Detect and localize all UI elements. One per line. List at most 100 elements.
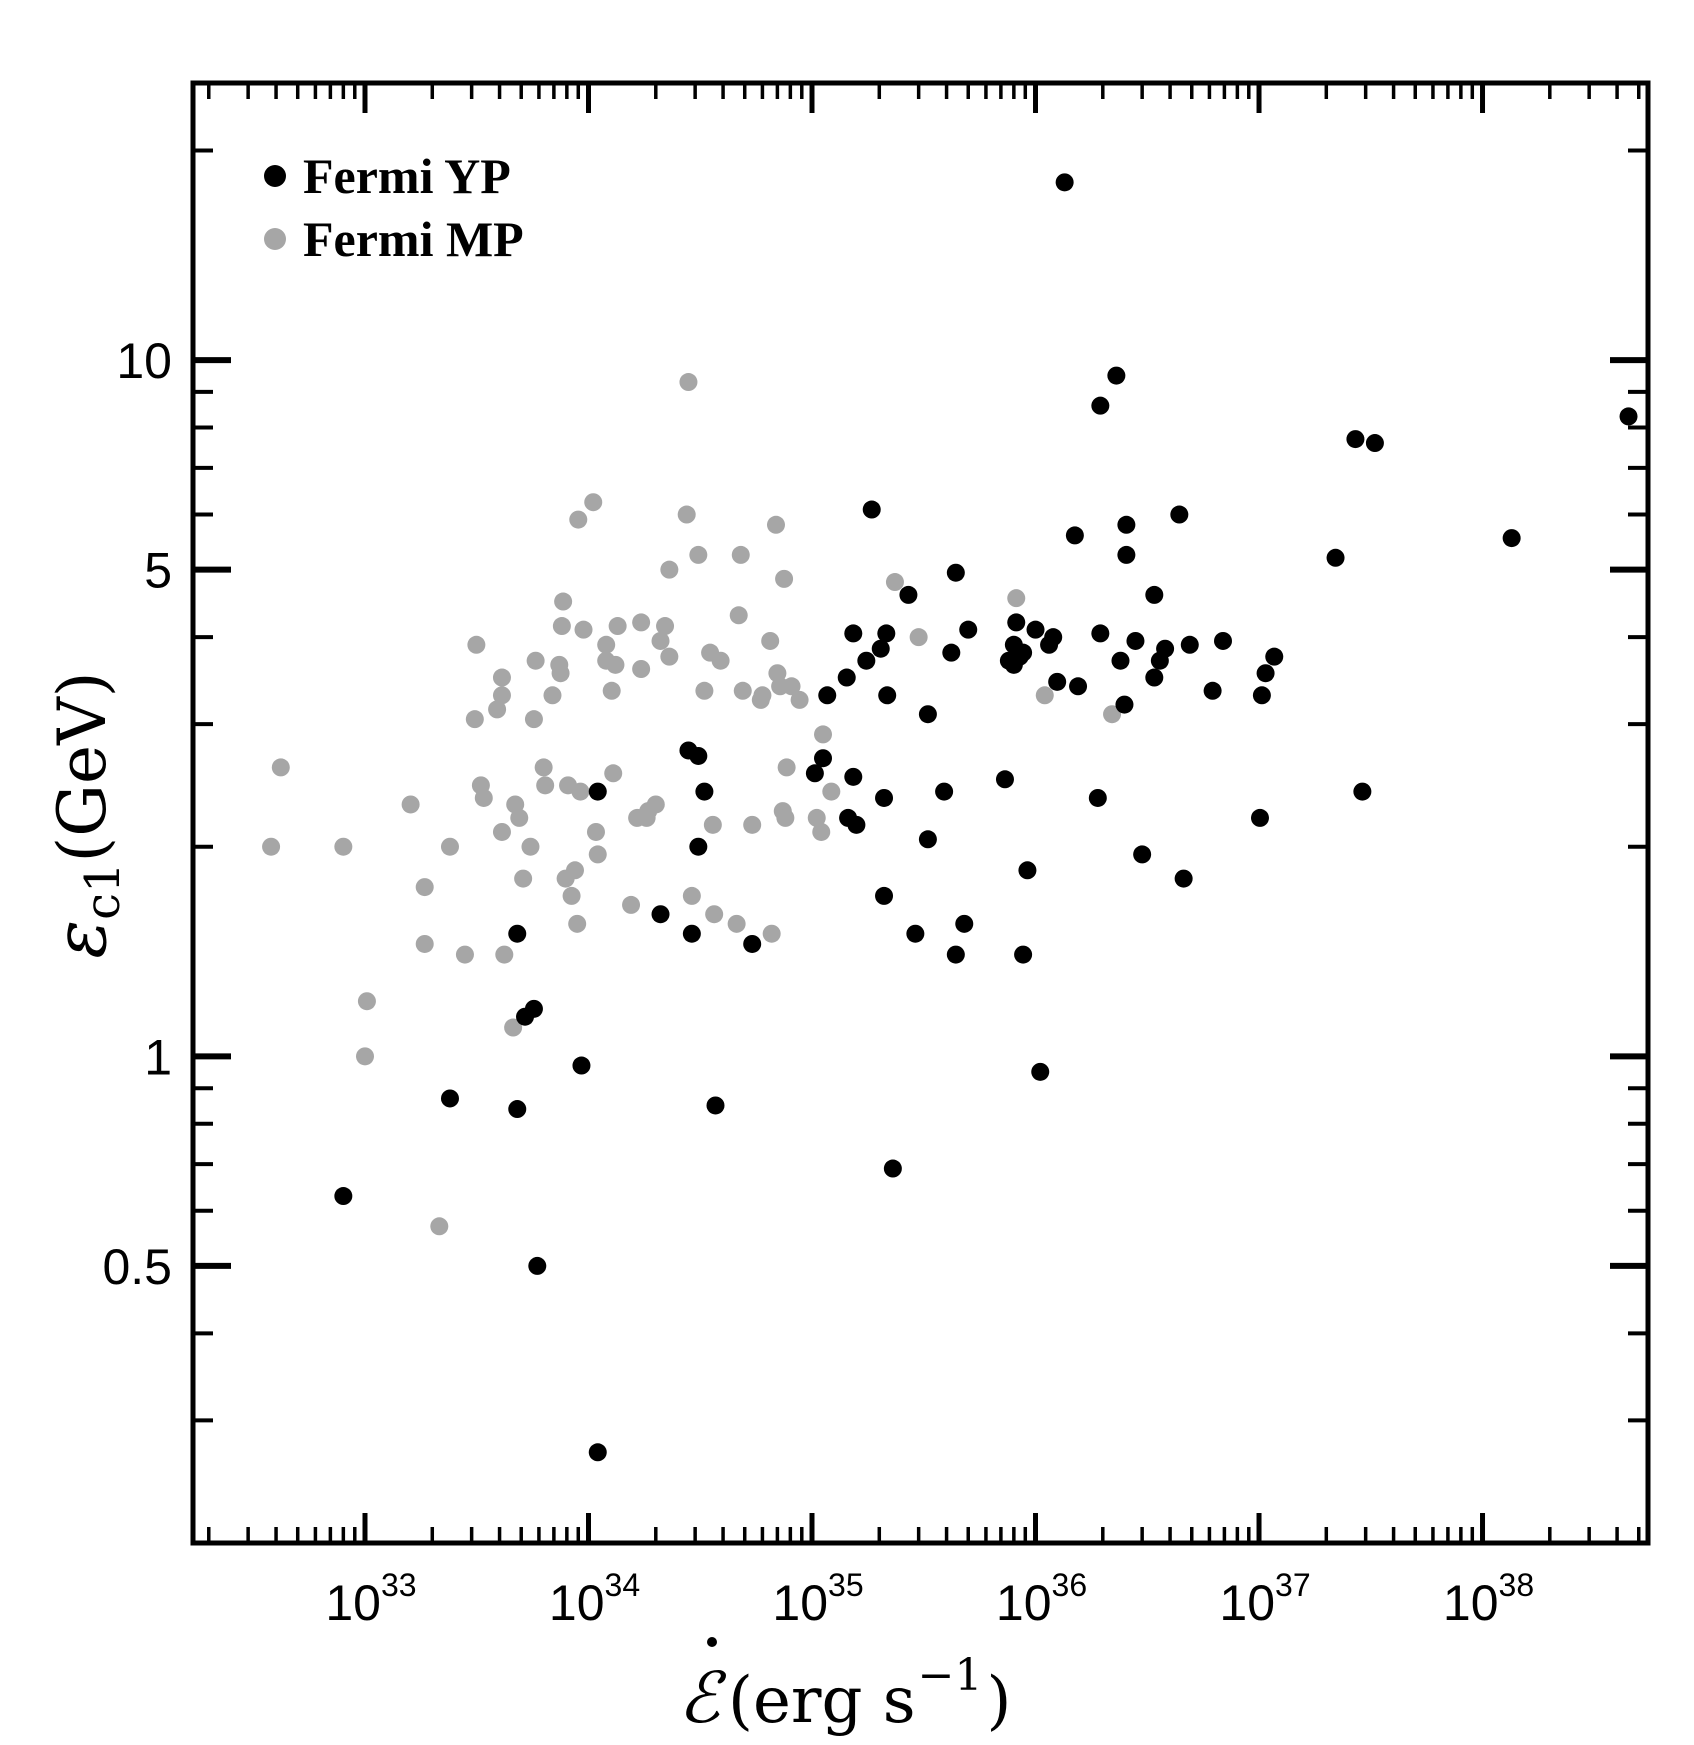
data-point xyxy=(1145,668,1164,687)
data-point xyxy=(918,830,937,849)
axis-ticks xyxy=(193,83,1648,1545)
data-point xyxy=(1145,585,1164,604)
data-point xyxy=(656,617,675,636)
data-point xyxy=(878,686,897,705)
data-point xyxy=(660,647,679,666)
data-point xyxy=(777,758,796,777)
data-point xyxy=(918,705,937,724)
data-point xyxy=(862,500,881,519)
data-point xyxy=(357,992,376,1011)
data-point xyxy=(552,617,571,636)
data-point xyxy=(415,934,434,953)
legend-marker xyxy=(264,228,286,250)
data-point xyxy=(875,886,894,905)
data-point xyxy=(1107,366,1126,385)
legend-item: Fermi YP xyxy=(264,148,511,204)
data-point xyxy=(565,861,584,880)
data-point xyxy=(1044,628,1063,647)
x-axis-unit: (erg s xyxy=(728,1664,916,1738)
data-point xyxy=(1014,945,1033,964)
data-point xyxy=(743,815,762,834)
data-point xyxy=(909,628,928,647)
data-point xyxy=(632,660,651,679)
data-point xyxy=(689,545,708,564)
data-point xyxy=(588,845,607,864)
data-point xyxy=(899,585,918,604)
data-point xyxy=(822,782,841,801)
data-point xyxy=(495,945,514,964)
data-point xyxy=(430,1217,449,1236)
data-point xyxy=(776,808,795,827)
y-tick-label: 10 xyxy=(116,333,172,389)
data-point xyxy=(651,631,670,650)
data-point xyxy=(946,945,965,964)
data-point xyxy=(935,782,954,801)
data-point xyxy=(271,758,290,777)
data-point xyxy=(1026,620,1045,639)
y-axis-title: εc1(GeV) xyxy=(38,671,131,958)
data-point xyxy=(1619,407,1638,426)
x-axis-symbol: ℰ xyxy=(678,1657,727,1739)
data-point xyxy=(807,808,826,827)
data-point xyxy=(1103,705,1122,724)
data-point xyxy=(906,924,925,943)
data-point xyxy=(682,924,701,943)
data-point xyxy=(818,686,837,705)
data-point xyxy=(695,681,714,700)
data-point xyxy=(588,782,607,801)
data-point xyxy=(677,505,696,524)
data-point xyxy=(689,746,708,765)
data-point xyxy=(608,617,627,636)
data-point xyxy=(597,635,616,654)
data-point xyxy=(488,700,507,719)
data-point xyxy=(543,686,562,705)
data-point xyxy=(492,822,511,841)
data-point xyxy=(524,710,543,729)
data-point xyxy=(1014,643,1033,662)
data-point xyxy=(1091,396,1110,415)
data-point xyxy=(731,545,750,564)
data-point xyxy=(682,886,701,905)
data-point xyxy=(857,651,876,670)
data-point xyxy=(883,1159,902,1178)
y-tick-label: 5 xyxy=(144,543,172,599)
x-tick-label: 1038 xyxy=(1443,1567,1534,1631)
legend-item: Fermi MP xyxy=(264,211,524,267)
data-point xyxy=(440,837,459,856)
data-point xyxy=(689,837,708,856)
data-point xyxy=(334,837,353,856)
data-point xyxy=(1031,1062,1050,1081)
data-point xyxy=(514,869,533,888)
data-point xyxy=(766,515,785,534)
x-tick-label: 1037 xyxy=(1219,1567,1310,1631)
data-point xyxy=(646,795,665,814)
data-point xyxy=(1018,861,1037,880)
data-point xyxy=(534,758,553,777)
data-point xyxy=(401,795,420,814)
data-point xyxy=(705,905,724,924)
data-point xyxy=(679,373,698,392)
data-point xyxy=(1256,664,1275,683)
data-point xyxy=(875,788,894,807)
data-point xyxy=(1117,515,1136,534)
data-point xyxy=(706,1096,725,1115)
data-point xyxy=(1007,613,1026,632)
data-point xyxy=(1091,624,1110,643)
data-point xyxy=(508,1100,527,1119)
x-axis-title: ℰ (erg s −1 ) xyxy=(678,1637,1011,1739)
data-point xyxy=(521,837,540,856)
data-point xyxy=(790,690,809,709)
data-point xyxy=(528,1256,547,1275)
data-point xyxy=(467,635,486,654)
x-axis-unit-exponent: −1 xyxy=(918,1650,983,1701)
data-point xyxy=(569,510,588,529)
data-point xyxy=(877,624,896,643)
data-point xyxy=(847,815,866,834)
data-point xyxy=(871,639,890,658)
y-tick-label: 1 xyxy=(144,1029,172,1085)
data-point xyxy=(1156,639,1175,658)
data-point xyxy=(334,1187,353,1206)
data-point xyxy=(1111,651,1130,670)
data-point xyxy=(761,631,780,650)
